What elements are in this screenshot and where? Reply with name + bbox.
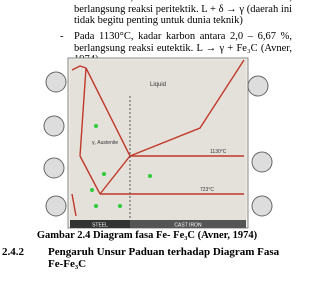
- bullet: - Pada 1496°C, kadar karbon antara 0.10 …: [60, 0, 292, 27]
- cast-iron-bar: [130, 220, 246, 228]
- micrographs: [43, 71, 273, 217]
- section-title: Pengaruh Unsur Paduan terhadap Diagram F…: [48, 246, 280, 270]
- phase-lines: [71, 59, 245, 217]
- label-eutectoid: 723°C: [200, 187, 214, 193]
- label-eutectic: 1130°C: [210, 149, 227, 155]
- label-steel: STEEL: [92, 223, 108, 229]
- section-heading: 2.4.2 Pengaruh Unsur Paduan terhadap Dia…: [2, 246, 292, 270]
- figure-caption: Gambar 2.4 Diagram fasa Fe- Fe₃C (Avner,…: [36, 230, 258, 241]
- label-cast-iron: CAST IRON: [174, 223, 202, 229]
- label-austenite: γ, Austenite: [92, 140, 118, 146]
- label-liquid: Liquid: [150, 82, 166, 88]
- steel-bar: [70, 220, 130, 228]
- phase-diagram: Liquid γ, Austenite 1130°C 723°C STEEL C…: [43, 57, 273, 229]
- bullet-text: Pada 1496°C, kadar karbon antara 0.10 – …: [74, 0, 292, 27]
- page: - Pada 1496°C, kadar karbon antara 0.10 …: [2, 0, 292, 270]
- section-number: 2.4.2: [2, 246, 24, 258]
- bullet-marker: -: [60, 31, 64, 42]
- bullet-marker: -: [60, 0, 64, 4]
- points: [90, 124, 152, 208]
